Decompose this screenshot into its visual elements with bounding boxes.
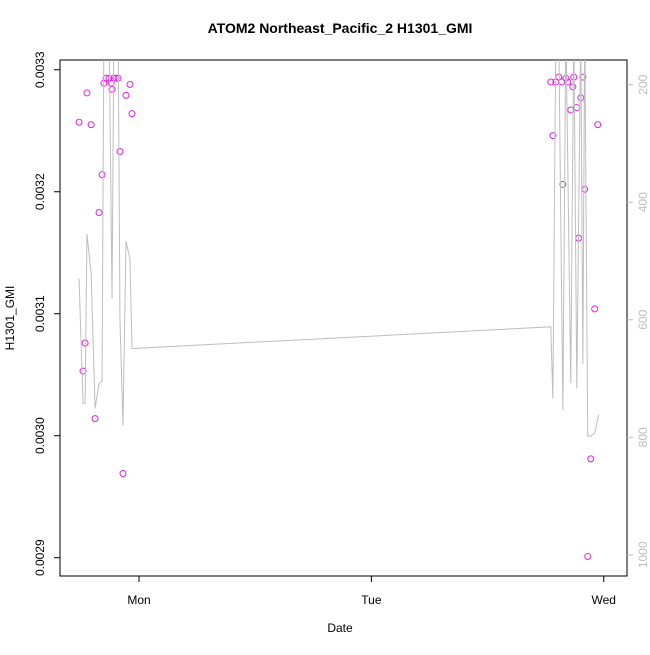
y2-tick-label: 800 xyxy=(636,427,650,447)
data-point xyxy=(119,470,127,478)
y2-tick-label: 1000 xyxy=(636,541,650,568)
data-point xyxy=(98,171,106,179)
data-point xyxy=(128,110,136,118)
x-axis-label: Date xyxy=(327,621,353,635)
y2-tick-label: 200 xyxy=(636,74,650,94)
data-point xyxy=(126,80,134,88)
data-point xyxy=(75,118,83,126)
data-point xyxy=(87,121,95,129)
y-tick-label: 0.0031 xyxy=(33,295,47,332)
x-tick-label: Wed xyxy=(592,593,616,607)
y-axis-label: H1301_GMI xyxy=(3,286,17,351)
data-point xyxy=(559,180,567,188)
data-point xyxy=(95,208,103,216)
y-tick-label: 0.0030 xyxy=(33,417,47,454)
data-point xyxy=(584,552,592,560)
data-point xyxy=(108,85,116,93)
data-point xyxy=(591,305,599,313)
chart-title: ATOM2 Northeast_Pacific_2 H1301_GMI xyxy=(208,20,473,36)
x-tick-label: Mon xyxy=(127,593,150,607)
data-point xyxy=(581,185,589,193)
data-point xyxy=(79,367,87,375)
y-tick-label: 0.0033 xyxy=(33,51,47,88)
data-point xyxy=(116,147,124,155)
data-point xyxy=(122,91,130,99)
data-point xyxy=(567,106,575,114)
y-tick-label: 0.0032 xyxy=(33,173,47,210)
data-point xyxy=(564,78,572,86)
data-point xyxy=(549,132,557,140)
data-point xyxy=(547,78,555,86)
pressure-line xyxy=(78,60,600,437)
data-point xyxy=(594,121,602,129)
y2-tick-label: 600 xyxy=(636,309,650,329)
data-point xyxy=(81,339,89,347)
x-tick-label: Tue xyxy=(361,593,382,607)
data-point xyxy=(102,74,110,82)
y2-tick-label: 400 xyxy=(636,192,650,212)
data-point xyxy=(91,415,99,423)
plot-box xyxy=(59,59,628,577)
y-tick-label: 0.0029 xyxy=(33,539,47,576)
data-point xyxy=(112,74,120,82)
data-point xyxy=(587,455,595,463)
data-point xyxy=(83,89,91,97)
